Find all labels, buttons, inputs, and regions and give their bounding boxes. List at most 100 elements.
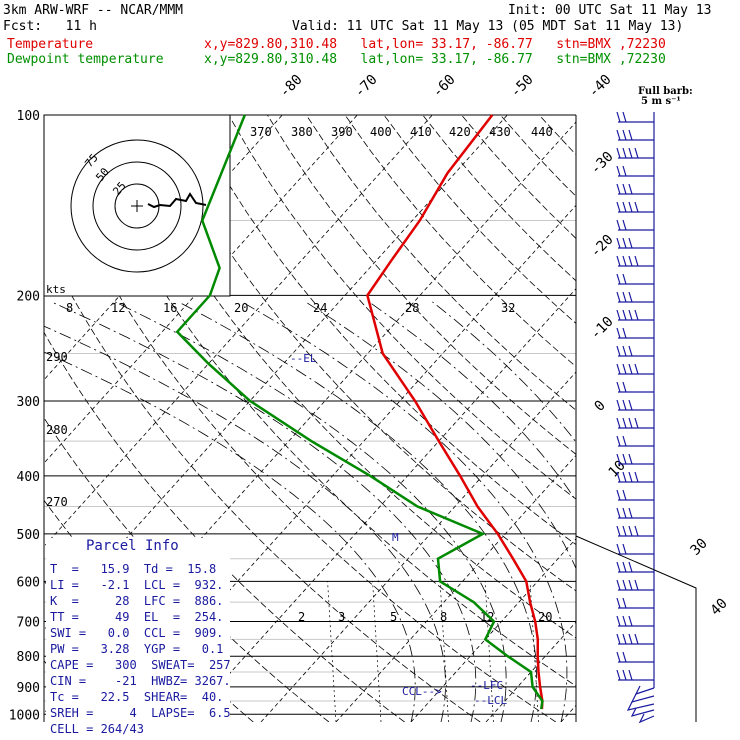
isotherm-tick-label: 30 <box>688 536 711 559</box>
wind-barb-flag <box>616 147 621 159</box>
wind-barb-flag <box>616 543 621 555</box>
theta-tick-label: 420 <box>449 125 471 139</box>
wind-barb-flag <box>628 345 633 357</box>
pressure-tick-label: 600 <box>17 575 40 590</box>
wind-barb-flag <box>622 237 627 249</box>
parcel-row: CAPE = 300 SWEAT= 257 <box>50 658 231 672</box>
wind-barb-flag <box>622 111 627 123</box>
isotherm-line <box>44 115 358 464</box>
dry-adiabat-line <box>189 115 576 546</box>
temperature-profile-line <box>366 114 544 710</box>
wind-barb-flag <box>634 633 639 645</box>
dry-adiabat-line <box>656 115 740 722</box>
wind-barb-surface <box>630 707 655 717</box>
moist-adiabat-line <box>114 301 507 722</box>
dry-adiabat-line <box>538 115 576 156</box>
speed-label: 20 <box>234 301 248 315</box>
wind-barb-flag <box>622 651 627 663</box>
pressure-tick-label: 200 <box>17 289 40 304</box>
dry-adiabat-line <box>383 115 576 324</box>
wind-barb-flag <box>628 363 633 375</box>
dewpoint-legend: Dewpoint temperature <box>7 52 164 67</box>
chart-header: 3km ARW-WRF -- NCAR/MMM Init: 00 UTC Sat… <box>0 0 740 70</box>
wind-barb-flag <box>616 417 621 429</box>
wind-barb-flag <box>622 561 627 573</box>
wind-barb-flag <box>616 399 621 411</box>
init-time: Init: 00 UTC Sat 11 May 13 <box>508 3 712 18</box>
wind-barb-flag <box>628 579 633 591</box>
hodograph-ring <box>70 139 204 273</box>
wind-barb-flag <box>622 165 627 177</box>
isotherm-line <box>260 371 576 722</box>
hodograph-unit: kts <box>46 283 66 296</box>
wind-barb-flag <box>634 201 639 213</box>
temperature-location: x,y=829.80,310.48 lat,lon= 33.17, -86.77… <box>204 37 666 52</box>
speed-label: 24 <box>313 301 327 315</box>
pressure-tick-label: 900 <box>17 681 40 696</box>
wind-barb-flag <box>628 507 633 519</box>
isotherm-tick-label: -30 <box>588 149 617 178</box>
wind-barb-flag <box>622 525 627 537</box>
wind-barb-flag <box>616 633 621 645</box>
wind-barb-flag <box>616 615 621 627</box>
wind-barb-flag <box>616 363 621 375</box>
wind-barb-flag <box>634 147 639 159</box>
theta-tick-label: 430 <box>489 125 511 139</box>
wind-barb-flag <box>622 669 627 681</box>
wind-barb-column: Full barb: 5 m s⁻¹ <box>616 86 693 724</box>
wind-barb-flag <box>628 255 633 267</box>
wind-barb-flag <box>622 471 627 483</box>
wind-barb-flag <box>616 435 621 447</box>
isotherm-tick-label: -10 <box>588 314 617 343</box>
ccl-marker: CCL--> <box>402 685 442 698</box>
speed-label: 16 <box>163 301 177 315</box>
theta-tick-label: 440 <box>531 125 553 139</box>
isotherm-tick-label: -40 <box>586 72 615 101</box>
isotherm-line <box>636 115 740 722</box>
wind-barb-flag <box>622 453 627 465</box>
valid-time: Valid: 11 UTC Sat 11 May 13 (05 MDT Sat … <box>292 19 684 34</box>
wind-barb-flag <box>622 579 627 591</box>
speed-label: 28 <box>405 301 419 315</box>
wind-barb-flag <box>628 561 633 573</box>
wind-barb-flag <box>622 219 627 231</box>
wind-barb-surface <box>638 713 655 724</box>
wind-barb-flag <box>628 237 633 249</box>
m-marker: M <box>392 531 399 544</box>
isotherm-line <box>335 454 576 722</box>
wind-barb-flag <box>622 201 627 213</box>
isotherm-line <box>185 288 576 722</box>
dry-adiabat-line <box>44 240 481 722</box>
dry-adiabat-line <box>694 115 740 722</box>
theta-tick-label: 410 <box>410 125 432 139</box>
wind-barb-flag <box>622 147 627 159</box>
wind-barb-flag <box>616 579 621 591</box>
isotherm-line <box>485 621 576 722</box>
wind-barb-flag <box>622 255 627 267</box>
mixing-ratio-line <box>529 581 539 722</box>
isotherm-tick-label: -50 <box>508 72 537 101</box>
wind-barb-flag <box>616 471 621 483</box>
isotherm-tick-label: -60 <box>430 72 459 101</box>
isotherm-line <box>410 538 576 722</box>
pressure-tick-label: 800 <box>17 650 40 665</box>
wind-barb-surface <box>634 685 655 696</box>
dry-adiabat-line <box>578 115 740 722</box>
wind-barb-flag <box>622 129 627 141</box>
mixing-ratio-line <box>327 581 337 722</box>
isotherm-tick-label: -70 <box>352 72 381 101</box>
wind-barb-flag <box>616 273 621 285</box>
pressure-tick-label: 1000 <box>9 708 40 723</box>
moist-adiabat-line <box>178 301 537 722</box>
model-title: 3km ARW-WRF -- NCAR/MMM <box>3 3 184 18</box>
wind-barb-flag <box>634 255 639 267</box>
speed-label: 32 <box>501 301 515 315</box>
dry-adiabat-line <box>228 115 576 500</box>
dry-adiabat-line <box>422 115 576 282</box>
pressure-tick-label: 500 <box>17 528 40 543</box>
wind-barb-flag <box>622 273 627 285</box>
dry-adiabat-line <box>44 331 405 722</box>
dry-adiabat-line <box>305 115 576 411</box>
wind-barb-flag <box>628 183 633 195</box>
